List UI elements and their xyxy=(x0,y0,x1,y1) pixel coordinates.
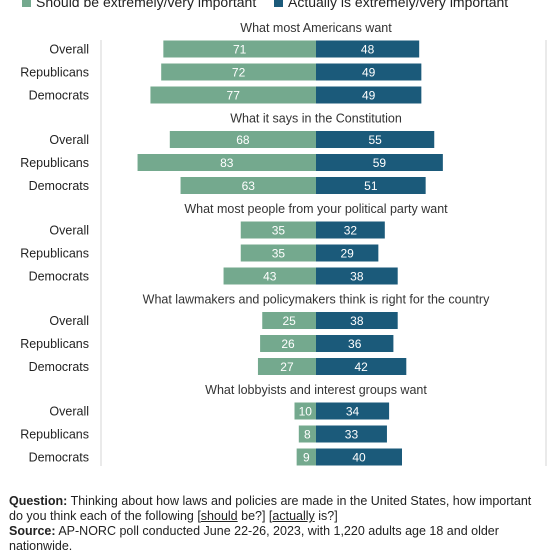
category-label: Overall xyxy=(49,43,89,57)
bar-actually xyxy=(316,402,390,420)
bar-actually xyxy=(316,335,394,352)
bar-should xyxy=(257,358,316,375)
legend-swatch-actually xyxy=(274,0,283,7)
bar-label-should: 68 xyxy=(236,133,250,147)
bar-label-actually: 38 xyxy=(350,270,364,284)
question-should: should xyxy=(200,509,238,523)
panel-title: What lobbyists and interest groups want xyxy=(205,383,427,397)
bar-label-actually: 49 xyxy=(362,66,376,80)
bar-should xyxy=(150,86,316,104)
bar-label-should: 72 xyxy=(232,66,246,80)
legend: Should be extremely/very important Actua… xyxy=(0,0,550,12)
category-label: Republicans xyxy=(20,428,89,442)
bar-label-should: 63 xyxy=(242,179,256,193)
bar-label-actually: 59 xyxy=(373,156,387,170)
bar-actually xyxy=(316,40,420,58)
legend-item-should: Should be extremely/very important xyxy=(22,0,256,12)
question-text-pre: Thinking about how laws and policies are… xyxy=(9,494,532,523)
category-label: Overall xyxy=(49,314,89,328)
bar-actually xyxy=(316,448,402,466)
bar-label-should: 71 xyxy=(233,43,247,57)
question-text-post: is?] xyxy=(314,509,338,523)
bar-actually xyxy=(316,154,443,171)
category-label: Overall xyxy=(49,133,89,147)
question-note: Question: Thinking about how laws and po… xyxy=(9,494,541,524)
bar-label-actually: 49 xyxy=(362,89,376,103)
category-label: Overall xyxy=(49,405,89,419)
chart: What most Americans want Overall 71 48 Repub… xyxy=(20,21,547,466)
bar-label-should: 35 xyxy=(272,247,286,261)
bar-label-should: 25 xyxy=(282,314,296,328)
bar-should xyxy=(137,154,316,171)
bar-should xyxy=(240,244,316,262)
bar-actually xyxy=(316,63,422,81)
legend-label-actually: Actually is extremely/very important xyxy=(288,0,509,10)
bar-should xyxy=(260,335,316,352)
bar-should xyxy=(163,40,316,58)
bar-label-should: 8 xyxy=(304,428,311,442)
bar-label-should: 27 xyxy=(280,360,294,374)
category-label: Republicans xyxy=(20,66,89,80)
source-text: AP-NORC poll conducted June 22-26, 2023,… xyxy=(9,524,499,553)
bar-label-actually: 48 xyxy=(361,43,375,57)
bar-label-should: 83 xyxy=(220,156,234,170)
bar-label-should: 43 xyxy=(263,270,277,284)
panel-title: What most Americans want xyxy=(240,21,392,35)
panel-title: What most people from your political par… xyxy=(184,202,448,216)
bar-label-actually: 33 xyxy=(345,428,359,442)
bar-label-should: 10 xyxy=(299,405,313,419)
bar-label-actually: 55 xyxy=(368,133,382,147)
bar-actually xyxy=(316,267,398,285)
bar-label-actually: 29 xyxy=(340,247,354,261)
bar-actually xyxy=(316,177,426,194)
category-label: Republicans xyxy=(20,337,89,351)
question-label: Question: xyxy=(9,494,68,508)
legend-label-should: Should be extremely/very important xyxy=(36,0,257,10)
bar-actually xyxy=(316,312,398,329)
bar-should xyxy=(161,63,316,81)
bar-actually xyxy=(316,86,422,104)
question-text-mid: be?] [ xyxy=(237,509,273,523)
bar-should xyxy=(169,131,316,148)
bar-actually xyxy=(316,131,435,148)
bar-actually xyxy=(316,244,379,262)
bar-should xyxy=(223,267,316,285)
legend-item-actually: Actually is extremely/very important xyxy=(274,0,508,12)
legend-swatch-should xyxy=(22,0,31,7)
category-label: Democrats xyxy=(29,451,89,465)
bar-should xyxy=(240,221,316,239)
bar-label-should: 35 xyxy=(272,224,286,238)
panel-title: What lawmakers and policymakers think is… xyxy=(143,293,490,307)
question-actually: actually xyxy=(272,509,315,523)
bar-should xyxy=(262,312,316,329)
category-label: Democrats xyxy=(29,360,89,374)
bar-label-should: 26 xyxy=(281,337,295,351)
category-label: Democrats xyxy=(29,89,89,103)
bar-label-actually: 36 xyxy=(348,337,362,351)
category-label: Republicans xyxy=(20,156,89,170)
bar-actually xyxy=(316,358,407,375)
bar-should xyxy=(180,177,316,194)
bar-actually xyxy=(316,425,387,443)
bar-label-actually: 51 xyxy=(364,179,378,193)
panel-title: What it says in the Constitution xyxy=(230,112,402,126)
bar-label-actually: 40 xyxy=(352,451,366,465)
bar-label-actually: 34 xyxy=(346,405,360,419)
bar-should xyxy=(298,425,316,443)
bar-actually xyxy=(316,221,385,239)
bar-label-should: 9 xyxy=(303,451,310,465)
bar-label-should: 77 xyxy=(227,89,241,103)
source-label: Source: xyxy=(9,524,56,538)
bar-should xyxy=(294,402,316,420)
bar-label-actually: 42 xyxy=(354,360,368,374)
category-label: Democrats xyxy=(29,179,89,193)
bar-should xyxy=(296,448,316,466)
category-label: Overall xyxy=(49,224,89,238)
footer: Question: Thinking about how laws and po… xyxy=(9,494,541,554)
bar-label-actually: 38 xyxy=(350,314,364,328)
category-label: Republicans xyxy=(20,247,89,261)
category-label: Democrats xyxy=(29,270,89,284)
bar-label-actually: 32 xyxy=(344,224,358,238)
